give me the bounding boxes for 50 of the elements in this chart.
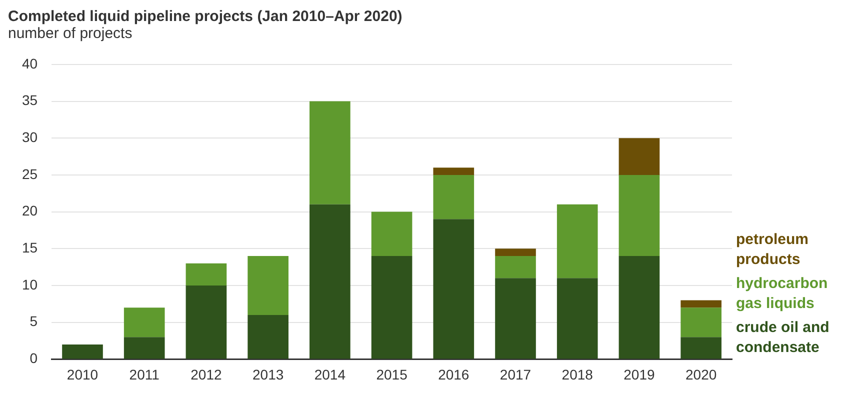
x-tick-label: 2020 <box>685 366 717 382</box>
bar <box>680 300 722 308</box>
x-tick-label: 2013 <box>252 366 284 382</box>
bar <box>495 278 536 359</box>
x-tick-label: 2014 <box>314 366 346 382</box>
x-tick-label: 2010 <box>66 366 98 382</box>
bar <box>618 256 660 359</box>
y-tick-label: 35 <box>22 92 38 108</box>
bar <box>371 256 412 359</box>
bar <box>310 101 350 204</box>
series-label: hydrocarbon gas liquids <box>736 274 829 314</box>
chart-title: Completed liquid pipeline projects (Jan 2010–Apr 2020) <box>8 8 404 25</box>
bar <box>433 174 474 220</box>
bar <box>248 314 288 359</box>
series-label: crude oil and condensate <box>736 318 830 358</box>
bar <box>433 168 474 175</box>
y-tick-label: 40 <box>22 55 38 72</box>
bar <box>556 204 598 278</box>
bar <box>495 248 536 256</box>
x-tick-label: 2016 <box>438 366 470 382</box>
bar <box>371 212 412 256</box>
x-tick-label: 2011 <box>129 366 160 382</box>
y-tick-label: 5 <box>30 313 38 330</box>
y-tick-label: 15 <box>22 240 38 256</box>
y-axis-title: number of projects <box>8 25 134 42</box>
bar <box>62 344 103 359</box>
x-tick-label: 2019 <box>624 366 655 382</box>
bar <box>618 138 660 175</box>
bar <box>124 308 165 338</box>
bar <box>680 308 722 338</box>
bar <box>310 204 350 359</box>
x-tick-label: 2012 <box>190 366 222 382</box>
bar <box>186 286 227 359</box>
bar <box>186 263 227 286</box>
text: petroleum products <box>736 230 810 270</box>
x-tick-label: 2015 <box>376 366 408 382</box>
y-tick-label: 25 <box>22 166 38 182</box>
y-tick-label: 10 <box>22 276 38 292</box>
y-tick-label: 0 <box>30 350 38 366</box>
x-tick-label: 2017 <box>500 366 532 382</box>
bar <box>618 174 660 256</box>
bar <box>495 256 536 278</box>
x-tick-label: 2018 <box>562 366 594 382</box>
bar <box>680 337 722 359</box>
y-tick-label: 30 <box>22 128 38 145</box>
bar <box>433 219 474 359</box>
bar <box>556 278 598 359</box>
bar <box>124 337 165 359</box>
bar <box>248 256 288 315</box>
y-tick-label: 20 <box>22 202 38 219</box>
